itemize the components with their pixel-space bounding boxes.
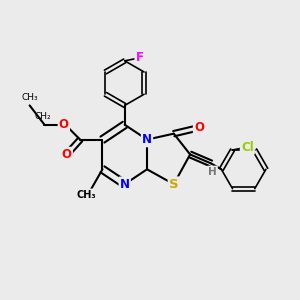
Text: O: O bbox=[59, 118, 69, 131]
Text: CH₃: CH₃ bbox=[21, 93, 38, 102]
Text: CH₂: CH₂ bbox=[35, 112, 51, 121]
Text: H: H bbox=[208, 167, 217, 177]
Text: S: S bbox=[169, 178, 178, 191]
Text: N: N bbox=[142, 133, 152, 146]
Text: F: F bbox=[136, 51, 144, 64]
Text: O: O bbox=[62, 148, 72, 161]
Text: N: N bbox=[120, 178, 130, 191]
Text: O: O bbox=[194, 121, 204, 134]
Text: CH₃: CH₃ bbox=[76, 190, 96, 200]
Text: Cl: Cl bbox=[241, 140, 254, 154]
